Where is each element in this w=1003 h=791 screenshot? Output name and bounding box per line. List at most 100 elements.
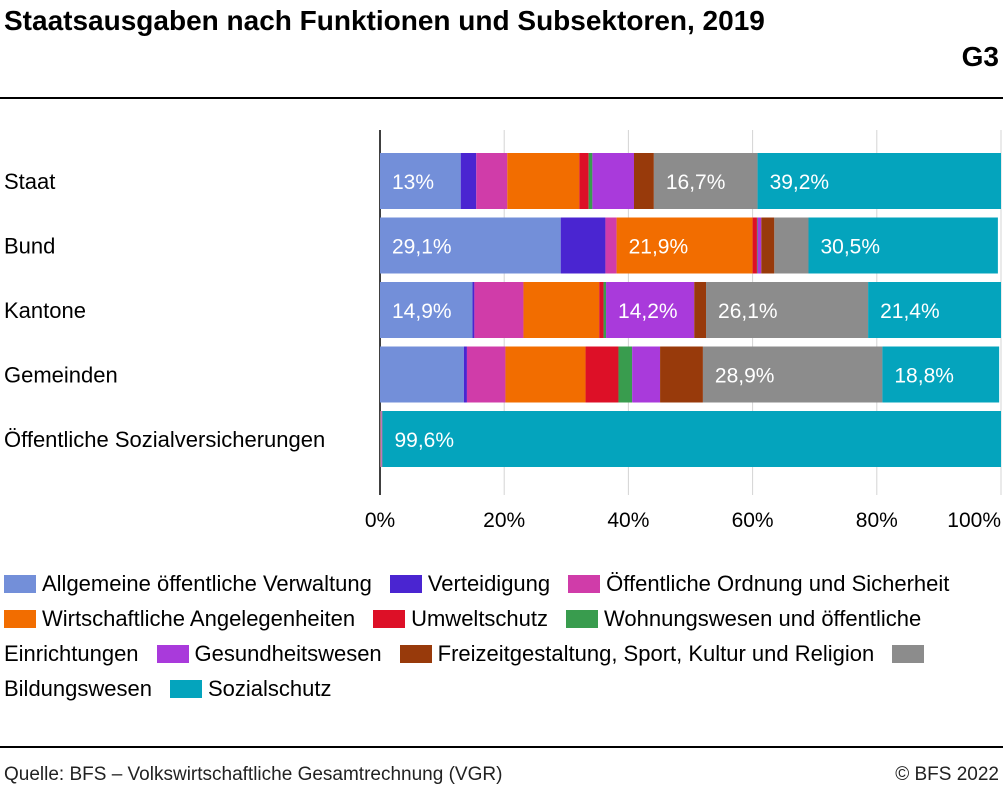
chart-title: Staatsausgaben nach Funktionen und Subse… [4, 5, 765, 36]
figure-code: G3 [961, 41, 999, 72]
chart-legend: Allgemeine öffentliche Verwaltung Verteid… [4, 566, 1002, 706]
data-label: 39,2% [770, 171, 830, 194]
legend-item: Sozialschutz [169, 676, 332, 701]
bar-segment [523, 282, 600, 338]
legend-swatch [4, 575, 36, 593]
category-label: Staat [4, 169, 55, 194]
bar-segment [560, 217, 606, 274]
bar-segment [706, 282, 869, 338]
legend-swatch [4, 610, 36, 628]
data-label: 29,1% [392, 236, 452, 259]
bar-segment [380, 411, 381, 467]
bar-segment [579, 153, 589, 209]
legend-item: Bildungswesen [4, 641, 930, 701]
bar-segment [653, 153, 758, 209]
bar-segment [507, 153, 580, 209]
bar-segment [882, 346, 1000, 403]
bar-segment [603, 282, 607, 338]
bar-segment [466, 346, 506, 403]
legend-swatch [156, 645, 189, 663]
bar-segment [616, 217, 753, 274]
legend-item: Wirtschaftliche Angelegenheiten [4, 606, 355, 631]
bar-segment [460, 153, 477, 209]
bar-segment [599, 282, 604, 338]
legend-label: Umweltschutz [411, 606, 549, 631]
legend-label: Wirtschaftliche Angelegenheiten [42, 606, 356, 631]
bar-segment [588, 153, 593, 209]
category-label: Gemeinden [4, 363, 118, 388]
bar-segment [476, 153, 508, 209]
data-label: 14,9% [392, 300, 452, 323]
data-label: 21,9% [629, 236, 689, 259]
data-label: 13% [392, 171, 434, 194]
bar-segment [752, 217, 757, 274]
data-label: 21,4% [880, 300, 940, 323]
data-label: 14,2% [618, 300, 678, 323]
legend-label: Wohnungswesen und öffentliche Einrichtun… [4, 606, 922, 666]
legend-swatch [892, 645, 925, 663]
data-label: 28,9% [715, 365, 775, 388]
data-label: 16,7% [666, 171, 726, 194]
legend-item: Gesundheitswesen [156, 641, 382, 666]
bar-segment [632, 346, 661, 403]
bar-segment [380, 282, 473, 338]
bottom-divider [0, 746, 1003, 748]
legend-item: Umweltschutz [373, 606, 548, 631]
bar-segment [702, 346, 883, 403]
bar-segment [756, 217, 758, 274]
data-label: 30,5% [820, 236, 880, 259]
bar-segment [380, 153, 461, 209]
bar-segment [868, 282, 1001, 338]
bar-segment [382, 411, 1001, 467]
bar-segment [592, 153, 634, 209]
x-tick-label: 0% [365, 509, 395, 532]
legend-item: Freizeitgestaltung, Sport, Kultur und Re… [399, 641, 875, 666]
legend-label: Sozialschutz [207, 676, 332, 701]
category-label: Öffentliche Sozialversicherungen [4, 427, 325, 452]
bar-segment [757, 153, 1001, 209]
bar-segment [380, 346, 464, 403]
legend-item: Öffentliche Ordnung und Sicherheit [568, 571, 949, 596]
legend-swatch [389, 575, 422, 593]
bar-segment [618, 346, 633, 403]
stacked-bar-chart: Staat 13% 16,7% 39,2% Bund 29,1% 21,9% 30,5% Kan… [4, 130, 1002, 532]
legend-swatch [566, 610, 599, 628]
legend-item: Verteidigung [389, 571, 550, 596]
bar-segment [463, 346, 467, 403]
x-tick-label: 80% [856, 509, 898, 532]
top-divider [0, 97, 1003, 99]
bar-segment [585, 346, 619, 403]
legend-label: Gesundheitswesen [194, 641, 382, 666]
x-tick-label: 40% [607, 509, 649, 532]
legend-swatch [169, 680, 202, 698]
x-tick-label: 100% [947, 509, 1001, 532]
bar-segment [605, 217, 617, 274]
bar-segment [505, 346, 586, 403]
bar-segment [694, 282, 707, 338]
category-label: Bund [4, 234, 55, 259]
bar-segment [774, 217, 809, 274]
legend-item: Wohnungswesen und öffentliche Einrichtun… [4, 606, 921, 666]
legend-label: Freizeitgestaltung, Sport, Kultur und Re… [437, 641, 875, 666]
legend-label: Öffentliche Ordnung und Sicherheit [606, 571, 950, 596]
legend-item: Allgemeine öffentliche Verwaltung [4, 571, 372, 596]
data-label: 26,1% [718, 300, 778, 323]
legend-swatch [373, 610, 406, 628]
legend-label: Allgemeine öffentliche Verwaltung [42, 571, 372, 596]
x-tick-label: 60% [732, 509, 774, 532]
bar-segment [380, 217, 561, 274]
data-label: 18,8% [894, 365, 954, 388]
copyright-note: © BFS 2022 [895, 764, 999, 785]
x-tick-label: 20% [483, 509, 525, 532]
bar-segment [808, 217, 998, 274]
bar-segment [660, 346, 703, 403]
legend-swatch [399, 645, 432, 663]
bar-segment [761, 217, 775, 274]
bar-segment [757, 217, 762, 274]
bar-segment [380, 411, 382, 467]
bar-segment [381, 411, 382, 467]
bar-segment [474, 282, 524, 338]
bar-segment [472, 282, 475, 338]
category-label: Kantone [4, 298, 86, 323]
bar-segment [606, 282, 695, 338]
